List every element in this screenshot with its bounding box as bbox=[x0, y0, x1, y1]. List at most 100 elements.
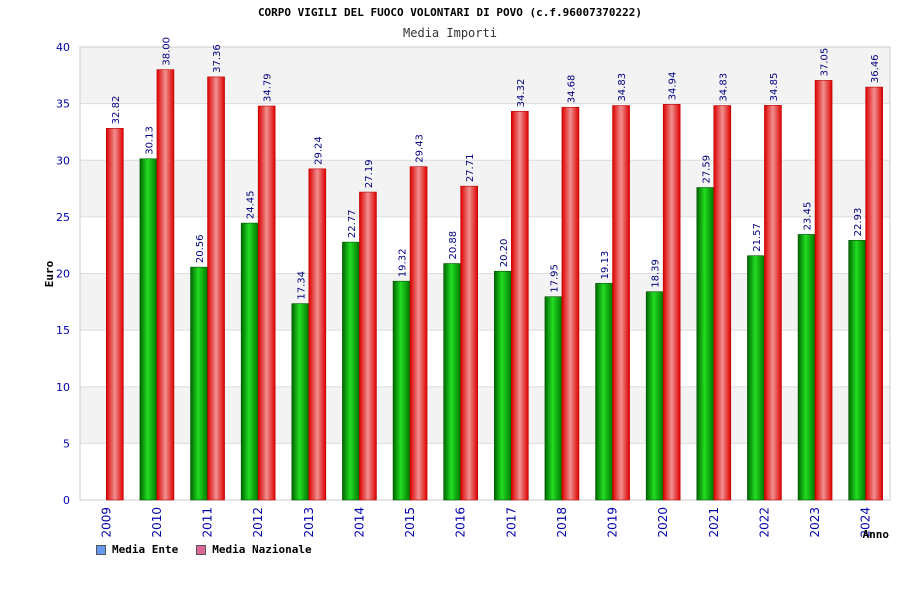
bar-media-ente-2010 bbox=[139, 158, 158, 501]
bars: 32.82 30.13 38.00 20.56 37.36 24.45 34.79 17.34… bbox=[106, 37, 883, 501]
bar-media-ente-2012 bbox=[240, 222, 259, 501]
legend-item-media-nazionale: Media Nazionale bbox=[196, 543, 312, 556]
bar-value-label: 20.56 bbox=[195, 235, 206, 264]
bar-value-label: 37.05 bbox=[820, 48, 831, 77]
x-tick-label: 2012 bbox=[251, 507, 265, 538]
y-tick-label: 10 bbox=[56, 381, 70, 394]
y-tick-label: 5 bbox=[63, 437, 70, 450]
bar-media-ente-2015 bbox=[392, 280, 411, 501]
x-tick-label: 2011 bbox=[201, 507, 215, 538]
bar-media-nazionale-2017 bbox=[511, 111, 529, 501]
bar-value-label: 24.45 bbox=[246, 190, 257, 219]
x-tick-label: 2014 bbox=[352, 507, 366, 538]
bar-value-label: 19.32 bbox=[398, 249, 409, 278]
x-tick-label: 2015 bbox=[403, 507, 417, 538]
bar-media-ente-2020 bbox=[645, 291, 664, 501]
bar-value-label: 27.19 bbox=[364, 159, 375, 188]
x-tick-label: 2009 bbox=[99, 507, 113, 538]
bar-value-label: 32.82 bbox=[111, 96, 122, 125]
bar-media-nazionale-2016 bbox=[460, 185, 478, 501]
bar-value-label: 27.71 bbox=[465, 154, 476, 183]
bar-value-label: 23.45 bbox=[803, 202, 814, 231]
bar-media-ente-2022 bbox=[747, 255, 765, 501]
bar-media-ente-2018 bbox=[544, 296, 563, 501]
bar-value-label: 34.32 bbox=[516, 79, 527, 108]
x-tick-label: 2022 bbox=[757, 507, 771, 538]
bar-value-label: 38.00 bbox=[161, 37, 172, 66]
x-tick-label: 2013 bbox=[302, 507, 316, 538]
bar-media-nazionale-2019 bbox=[612, 105, 630, 501]
y-tick-label: 0 bbox=[63, 494, 70, 507]
bar-media-nazionale-2022 bbox=[764, 105, 782, 501]
x-tick-label: 2019 bbox=[606, 507, 620, 538]
legend-swatch-media-ente bbox=[96, 544, 106, 555]
bar-value-label: 22.93 bbox=[853, 208, 864, 237]
bar-value-label: 20.20 bbox=[499, 239, 510, 268]
y-tick-label: 15 bbox=[56, 324, 70, 337]
bar-media-nazionale-2010 bbox=[156, 69, 175, 501]
bar-media-nazionale-2020 bbox=[662, 104, 681, 501]
bar-media-ente-2021 bbox=[696, 187, 715, 501]
x-tick-label: 2020 bbox=[656, 507, 670, 538]
legend-label-media-ente: Media Ente bbox=[112, 543, 179, 556]
x-axis-label: Anno bbox=[863, 528, 890, 541]
chart-title: CORPO VIGILI DEL FUOCO VOLONTARI DI POVO… bbox=[258, 6, 642, 19]
chart-subtitle: Media Importi bbox=[403, 26, 497, 40]
bar-media-nazionale-2013 bbox=[308, 168, 327, 501]
bar-value-label: 20.88 bbox=[448, 231, 459, 260]
legend-label-media-nazionale: Media Nazionale bbox=[212, 543, 312, 556]
bar-value-label: 36.46 bbox=[870, 54, 881, 83]
legend-item-media-ente: Media Ente bbox=[96, 543, 178, 556]
bar-media-nazionale-2009 bbox=[106, 128, 124, 501]
bar-media-ente-2019 bbox=[595, 283, 613, 501]
bar-value-label: 34.83 bbox=[718, 73, 729, 102]
bar-value-label: 34.94 bbox=[668, 72, 679, 101]
y-tick-label: 40 bbox=[56, 41, 70, 54]
bar-value-label: 30.13 bbox=[144, 126, 155, 155]
bar-value-label: 18.39 bbox=[651, 259, 662, 288]
legend: Media Ente Media Nazionale bbox=[96, 543, 312, 556]
x-tick-label: 2016 bbox=[454, 507, 468, 538]
x-tick-label: 2018 bbox=[555, 507, 569, 538]
y-axis-ticks: 0 5 10 15 20 25 30 35 40 bbox=[56, 41, 70, 507]
bar-media-nazionale-2011 bbox=[207, 76, 225, 501]
y-tick-label: 35 bbox=[56, 98, 70, 111]
bar-media-nazionale-2023 bbox=[814, 80, 833, 501]
bar-value-label: 19.13 bbox=[600, 251, 611, 280]
bar-media-nazionale-2015 bbox=[409, 166, 428, 501]
bar-media-ente-2023 bbox=[797, 234, 816, 501]
plot-border bbox=[79, 46, 891, 501]
x-tick-label: 2024 bbox=[859, 507, 873, 538]
bar-media-ente-2014 bbox=[342, 241, 360, 501]
bar-media-nazionale-2018 bbox=[561, 106, 580, 501]
bar-media-nazionale-2024 bbox=[865, 86, 883, 501]
y-tick-label: 30 bbox=[56, 154, 70, 167]
y-tick-label: 20 bbox=[56, 268, 70, 281]
bar-value-label: 34.85 bbox=[769, 73, 780, 102]
bar-value-label: 34.79 bbox=[263, 73, 274, 102]
bar-media-ente-2016 bbox=[443, 263, 461, 501]
legend-swatch-media-nazionale bbox=[196, 544, 207, 555]
bar-value-label: 29.43 bbox=[415, 134, 426, 163]
bar-media-nazionale-2021 bbox=[713, 105, 732, 501]
bar-media-ente-2017 bbox=[494, 270, 512, 501]
bar-media-ente-2013 bbox=[291, 303, 310, 501]
bar-value-label: 27.59 bbox=[701, 155, 712, 184]
bar-media-ente-2011 bbox=[190, 266, 208, 501]
bar-value-label: 34.68 bbox=[566, 75, 577, 104]
bar-value-label: 34.83 bbox=[617, 73, 628, 102]
bar-media-nazionale-2014 bbox=[359, 191, 377, 501]
y-axis-label: Euro bbox=[43, 260, 56, 287]
bar-value-label: 22.77 bbox=[347, 209, 358, 238]
x-tick-label: 2010 bbox=[150, 507, 164, 538]
bar-value-label: 17.95 bbox=[549, 264, 560, 293]
bar-media-ente-2024 bbox=[848, 240, 866, 501]
x-tick-label: 2023 bbox=[808, 507, 822, 538]
bar-value-label: 37.36 bbox=[212, 44, 223, 73]
x-tick-label: 2021 bbox=[707, 507, 721, 538]
x-tick-label: 2017 bbox=[504, 507, 518, 538]
bar-value-label: 29.24 bbox=[313, 136, 324, 165]
x-axis-ticks: 2009 2010 2011 2012 2013 2014 2015 2016 2017 2018… bbox=[99, 507, 872, 538]
y-tick-label: 25 bbox=[56, 211, 70, 224]
